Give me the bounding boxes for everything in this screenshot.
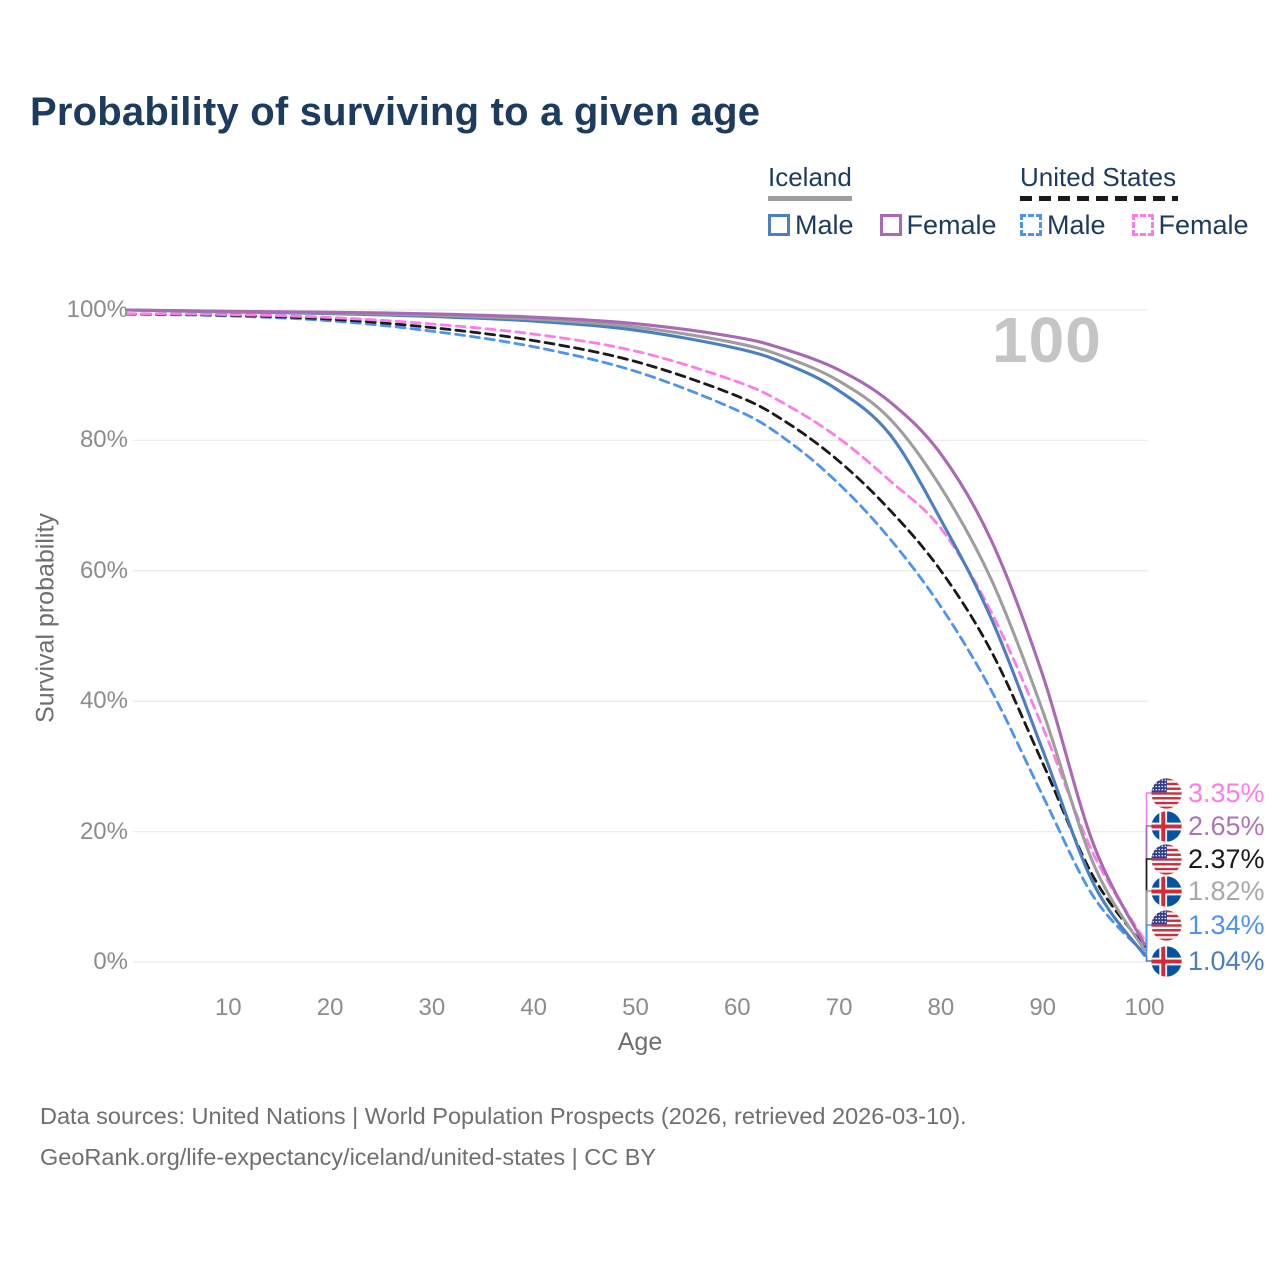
end-label-value: 1.34% [1188, 910, 1265, 940]
x-tick-30: 30 [418, 994, 446, 1021]
x-tick-70: 70 [825, 994, 853, 1021]
x-tick-10: 10 [214, 994, 242, 1021]
y-tick-20: 20% [79, 817, 128, 845]
legend-solid-line-sample [768, 196, 852, 201]
y-tick-80: 80% [79, 426, 128, 454]
legend-dashed-line-sample [1020, 196, 1178, 201]
legend-item-united-states-female[interactable]: Female [1131, 209, 1249, 241]
legend-group-iceland: Iceland Male Female [768, 162, 997, 241]
y-tick-0: 0% [93, 948, 128, 975]
x-tick-40: 40 [520, 994, 548, 1021]
leader-line-iceland-male [1145, 954, 1152, 962]
legend-group-title: United States [1020, 162, 1177, 192]
x-tick-100: 100 [1124, 994, 1165, 1021]
legend-swatch-icon [1020, 214, 1042, 236]
united-states-flag-icon [1151, 843, 1182, 875]
legend-swatch-icon [1131, 214, 1154, 236]
legend-item-label: Female [1158, 209, 1249, 240]
leader-line-united-states-male [1145, 924, 1152, 955]
legend-item-iceland-female[interactable]: Female [879, 209, 997, 241]
page-title: Probability of surviving to a given age [30, 90, 761, 134]
x-tick-50: 50 [622, 994, 649, 1021]
united-states-flag-icon [1151, 909, 1182, 941]
legend-group-title: Iceland [768, 162, 852, 192]
series-line-iceland-male [124, 308, 1147, 957]
y-tick-60: 60% [79, 556, 128, 584]
x-tick-80: 80 [927, 994, 955, 1021]
end-label-iceland-2.65pct: 2.65% [1151, 810, 1265, 842]
end-label-united-states-1.34pct: 1.34% [1151, 909, 1265, 941]
end-label-value: 1.04% [1188, 946, 1265, 976]
age-counter-watermark: 100 [992, 304, 1102, 376]
end-label-united-states-3.35pct: 3.35% [1151, 777, 1265, 809]
end-label-iceland-1.82pct: 1.82% [1151, 875, 1265, 907]
iceland-flag-icon [1151, 875, 1182, 907]
y-tick-40: 40% [79, 687, 128, 715]
series-line-united-states-female [125, 312, 1146, 942]
end-label-united-states-2.37pct: 2.37% [1151, 843, 1265, 875]
footer-license: GeoRank.org/life-expectancy/iceland/unit… [40, 1144, 657, 1170]
end-label-value: 2.37% [1188, 844, 1265, 874]
series-line-iceland-both-sexes [124, 308, 1147, 952]
x-tick-60: 60 [723, 994, 751, 1021]
legend-swatch-icon [768, 214, 790, 236]
legend-group-united-states: United States Male Female [1020, 162, 1249, 241]
end-label-value: 1.82% [1188, 876, 1265, 906]
legend-item-label: Male [795, 209, 854, 240]
footer-attribution: Data sources: United Nations | World Pop… [40, 1096, 967, 1178]
x-tick-20: 20 [316, 994, 344, 1021]
legend-item-iceland-male[interactable]: Male [768, 210, 854, 241]
y-tick-100: 100% [66, 296, 128, 323]
footer-data-sources: Data sources: United Nations | World Pop… [40, 1103, 967, 1129]
legend-item-label: Male [1047, 209, 1106, 240]
legend-item-united-states-male[interactable]: Male [1020, 210, 1106, 241]
series-line-united-states-both-sexes [125, 312, 1146, 948]
end-label-value: 2.65% [1188, 811, 1265, 841]
legend-item-label: Female [906, 209, 997, 240]
legend-swatch-icon [879, 214, 902, 236]
x-tick-90: 90 [1029, 994, 1057, 1021]
series-line-united-states-male [125, 312, 1146, 955]
x-axis-title: Age [617, 1028, 663, 1056]
end-label-iceland-1.04pct: 1.04% [1151, 945, 1265, 977]
end-label-value: 3.35% [1188, 778, 1265, 808]
united-states-flag-icon [1151, 777, 1182, 809]
iceland-flag-icon [1151, 810, 1182, 842]
iceland-flag-icon [1151, 945, 1182, 977]
series-line-iceland-female [124, 308, 1147, 947]
